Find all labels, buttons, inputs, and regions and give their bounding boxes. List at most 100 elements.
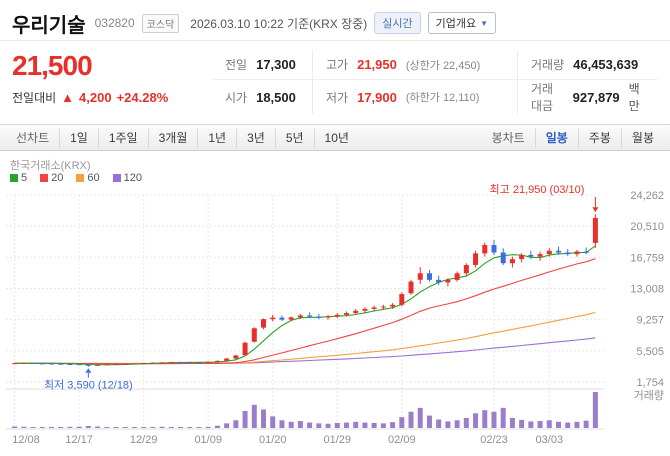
svg-text:12/08: 12/08 bbox=[12, 434, 40, 446]
open-price-cell: 시가 18,500 bbox=[212, 80, 312, 114]
svg-text:01/20: 01/20 bbox=[259, 434, 287, 446]
moving-average-lines bbox=[14, 245, 596, 366]
toolbar-period-5[interactable]: 3년 bbox=[236, 127, 275, 148]
svg-text:5,505: 5,505 bbox=[636, 346, 664, 358]
company-overview-button[interactable]: 기업개요 ▼ bbox=[427, 12, 496, 34]
ma-color-swatch-icon bbox=[10, 174, 18, 182]
svg-text:12/29: 12/29 bbox=[130, 434, 158, 446]
company-overview-label: 기업개요 bbox=[435, 18, 477, 30]
day-low-cell: 저가 17,900 (하한가 12,110) bbox=[312, 80, 517, 114]
grid-and-axes: 24,262 20,510 16,759 13,008 9,257 5,505 1,754 1… bbox=[6, 190, 664, 446]
chart-toolbar: 선차트 1일 1주일 3개월 1년 3년 5년 10년 봉차트 일봉 주봉 월봉 bbox=[0, 125, 670, 151]
prev-close-label: 전일 bbox=[225, 58, 248, 72]
ma-legend-item-60: 60 bbox=[76, 172, 100, 184]
day-low-label: 저가 bbox=[326, 90, 349, 105]
ma-legend-item-120: 120 bbox=[112, 172, 142, 184]
volume-label: 거래량 bbox=[531, 58, 565, 72]
datetime-suffix: 기준(KRX 장중) bbox=[287, 16, 368, 31]
svg-text:거래량: 거래량 bbox=[634, 389, 664, 402]
candlesticks bbox=[12, 214, 598, 367]
change-value: 4,200 bbox=[79, 90, 112, 105]
toolbar-period-1[interactable]: 1일 bbox=[59, 127, 98, 148]
low-annotation: 최저 3,590 (12/18) bbox=[44, 379, 133, 392]
toolbar-period-6[interactable]: 5년 bbox=[274, 127, 314, 148]
ma-period-label: 120 bbox=[123, 172, 142, 184]
toolbar-period-2[interactable]: 1주일 bbox=[97, 127, 148, 148]
stock-header: 우리기술 032820 코스닥 2026.03.10 10:22 기준(KRX … bbox=[0, 0, 670, 41]
toolbar-candle-2[interactable]: 주봉 bbox=[577, 127, 621, 148]
exchange-label: 한국거래소(KRX) bbox=[10, 160, 91, 172]
toolbar-candle-0[interactable]: 봉차트 bbox=[491, 130, 525, 145]
ma-color-swatch-icon bbox=[112, 174, 121, 182]
high-arrow-icon bbox=[592, 207, 599, 213]
svg-text:1,754: 1,754 bbox=[636, 377, 664, 389]
toolbar-period-0[interactable]: 선차트 bbox=[16, 130, 50, 145]
svg-text:03/03: 03/03 bbox=[536, 434, 564, 446]
ma-color-swatch-icon bbox=[76, 174, 85, 182]
svg-text:24,262: 24,262 bbox=[630, 190, 664, 202]
toolbar-candle-1[interactable]: 일봉 bbox=[534, 127, 578, 148]
change-label: 전일대비 bbox=[12, 91, 57, 105]
toolbar-period-3[interactable]: 3개월 bbox=[147, 127, 198, 148]
price-block: 21,500 전일대비 ▲ 4,200 +24.28% bbox=[12, 50, 212, 114]
volume-bars bbox=[12, 392, 598, 428]
period-buttons-group: 선차트 1일 1주일 3개월 1년 3년 5년 10년 bbox=[6, 127, 359, 148]
price-info-table: 전일 17,300 고가 21,950 (상한가 22,450) 거래량 46,… bbox=[212, 50, 658, 114]
trade-value-cell: 거래대금 927,879 백만 bbox=[517, 80, 658, 114]
price-section: 21,500 전일대비 ▲ 4,200 +24.28% 전일 17,300 고가… bbox=[0, 41, 670, 125]
svg-text:9,257: 9,257 bbox=[636, 315, 664, 327]
trade-value-label: 거래대금 bbox=[531, 82, 554, 113]
volume-value: 46,453,639 bbox=[573, 57, 639, 72]
change-arrow-up-icon: ▲ bbox=[61, 90, 75, 105]
realtime-badge[interactable]: 실시간 bbox=[374, 12, 421, 34]
chart-area: 한국거래소(KRX) 5 20 60 120 24,262 20,510 16,759 13… bbox=[0, 151, 670, 456]
stock-chart-canvas[interactable]: 24,262 20,510 16,759 13,008 9,257 5,505 1,754 1… bbox=[0, 151, 670, 456]
high-annotation: 최고 21,950 (03/10) bbox=[490, 183, 585, 196]
datetime-value: 2026.03.10 10:22 bbox=[190, 16, 284, 31]
svg-text:13,008: 13,008 bbox=[630, 284, 664, 296]
svg-text:01/29: 01/29 bbox=[324, 434, 352, 446]
ma-legend: 5 20 60 120 bbox=[10, 172, 142, 184]
svg-text:20,510: 20,510 bbox=[630, 221, 664, 233]
ma-legend-item-20: 20 bbox=[40, 172, 63, 184]
open-price-label: 시가 bbox=[225, 90, 248, 105]
upper-limit-text: (상한가 22,450) bbox=[405, 59, 481, 72]
candle-type-buttons-group: 봉차트 일봉 주봉 월봉 bbox=[482, 127, 664, 148]
open-price-value: 18,500 bbox=[256, 89, 296, 105]
stock-code: 032820 bbox=[94, 16, 135, 30]
svg-text:12/17: 12/17 bbox=[65, 434, 93, 446]
volume-cell: 거래량 46,453,639 bbox=[517, 50, 658, 79]
svg-text:02/23: 02/23 bbox=[480, 434, 508, 446]
ma-period-label: 5 bbox=[21, 172, 28, 184]
day-high-value: 21,950 bbox=[357, 57, 397, 72]
ma-color-swatch-icon bbox=[40, 174, 49, 182]
change-percent: +24.28% bbox=[116, 90, 169, 105]
datetime-text: 2026.03.10 10:22 기준(KRX 장중) bbox=[190, 15, 367, 32]
trade-value-unit: 백만 bbox=[628, 82, 640, 113]
trade-value-value: 927,879 bbox=[572, 89, 620, 105]
svg-text:02/09: 02/09 bbox=[388, 434, 416, 446]
toolbar-candle-3[interactable]: 월봉 bbox=[620, 127, 664, 148]
info-row: 시가 18,500 저가 17,900 (하한가 12,110) 거래대금 92… bbox=[212, 79, 658, 114]
current-price: 21,500 bbox=[12, 50, 93, 81]
svg-text:01/09: 01/09 bbox=[194, 434, 222, 446]
chevron-down-icon: ▼ bbox=[480, 18, 488, 28]
price-change-row: 전일대비 ▲ 4,200 +24.28% bbox=[12, 89, 212, 106]
day-high-cell: 고가 21,950 (상한가 22,450) bbox=[312, 50, 517, 79]
day-low-value: 17,900 bbox=[357, 89, 397, 105]
annotations: 최고 21,950 (03/10) 최저 3,590 (12/18) bbox=[44, 183, 599, 392]
svg-text:16,759: 16,759 bbox=[630, 252, 664, 264]
prev-close-value: 17,300 bbox=[256, 57, 296, 72]
prev-close-cell: 전일 17,300 bbox=[212, 50, 312, 79]
market-badge: 코스닥 bbox=[141, 13, 180, 33]
ma-period-label: 60 bbox=[87, 172, 100, 184]
ma-legend-item-5: 5 bbox=[10, 172, 27, 184]
stock-title: 우리기술 bbox=[12, 14, 86, 37]
lower-limit-text: (하한가 12,110) bbox=[405, 92, 480, 104]
low-arrow-icon bbox=[85, 368, 92, 373]
toolbar-period-7[interactable]: 10년 bbox=[313, 127, 359, 148]
ma-period-label: 20 bbox=[51, 172, 64, 184]
toolbar-period-4[interactable]: 1년 bbox=[197, 127, 236, 148]
info-row: 전일 17,300 고가 21,950 (상한가 22,450) 거래량 46,… bbox=[212, 50, 658, 79]
day-high-label: 고가 bbox=[326, 58, 349, 72]
